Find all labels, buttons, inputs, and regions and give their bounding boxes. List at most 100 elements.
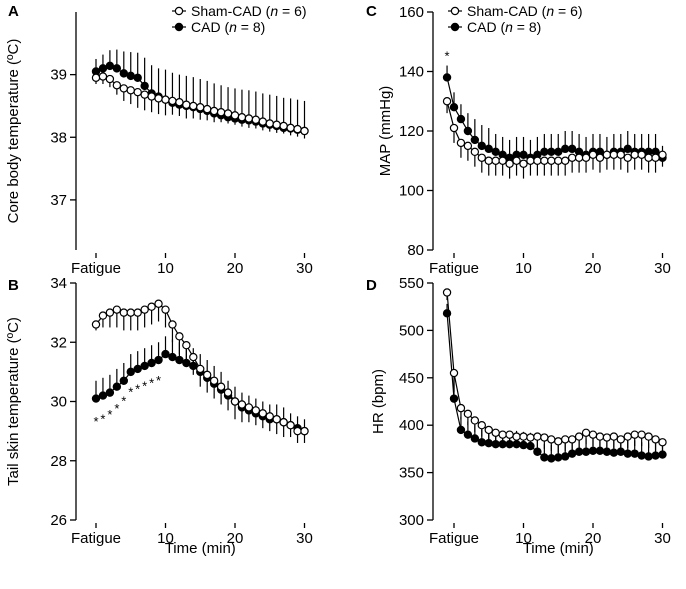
data-point [491, 428, 500, 437]
data-point [196, 102, 205, 112]
data-point [442, 288, 452, 297]
series-sham-cad [91, 299, 309, 443]
significance-asterisk: * [142, 379, 147, 394]
data-point [561, 452, 570, 461]
data-point [154, 299, 163, 308]
data-point [463, 141, 473, 151]
x-axis-title: Time (min) [523, 540, 594, 557]
data-point [91, 394, 101, 403]
data-point [533, 432, 542, 441]
data-point [554, 453, 563, 462]
data-point [175, 97, 184, 107]
significance-asterisk: * [149, 376, 154, 391]
data-point [547, 435, 556, 444]
data-point [456, 114, 466, 124]
data-point [272, 415, 281, 424]
data-point [251, 406, 261, 415]
data-point [147, 358, 156, 368]
data-point [547, 454, 556, 463]
data-point [644, 432, 653, 441]
data-point [133, 364, 142, 374]
data-point [519, 159, 528, 168]
data-point [609, 432, 619, 441]
data-point [133, 73, 142, 82]
data-point [588, 446, 598, 455]
panel-c-mean-arterial-pressure: C 80 100 120 140 160 Fatigue 10 20 30 MAP (mmHg) * S… [366, 3, 671, 277]
x-tick-label: Fatigue [429, 530, 479, 547]
data-point [630, 449, 639, 458]
data-point [637, 430, 646, 439]
data-point [216, 108, 226, 117]
data-point [168, 96, 177, 106]
data-point [609, 448, 619, 457]
data-point [119, 84, 129, 93]
data-point [105, 308, 115, 317]
panel-a-core-body-temperature: A 37 38 39 Fatigue 10 20 30 Core body temperatur… [5, 3, 313, 277]
x-tick-label: 20 [227, 530, 244, 547]
data-point [540, 156, 549, 165]
data-point [498, 430, 507, 439]
data-point [196, 364, 205, 374]
series-sham-cad [91, 72, 309, 139]
data-point [161, 305, 170, 314]
data-point [574, 447, 584, 456]
significance-asterisk: * [135, 382, 140, 397]
legend-label: Sham-CAD (n = 6) [191, 3, 307, 19]
data-point [293, 426, 302, 436]
data-point [449, 368, 459, 378]
data-point [161, 95, 170, 104]
legend: Sham-CAD (n = 6)CAD (n = 8) [448, 3, 583, 35]
y-tick-label: 26 [50, 512, 67, 529]
data-point [105, 61, 115, 71]
data-point [126, 367, 135, 377]
data-point [161, 349, 170, 359]
data-point [512, 156, 521, 165]
x-tick-label: Fatigue [71, 260, 121, 277]
data-point [554, 437, 563, 446]
legend-marker [450, 22, 460, 32]
y-tick-label: 140 [399, 64, 424, 81]
data-point [442, 97, 452, 106]
data-point [651, 153, 660, 162]
data-point [91, 73, 101, 82]
data-point [112, 305, 122, 314]
data-point [133, 308, 142, 317]
data-point [484, 156, 493, 165]
data-point [602, 150, 612, 159]
data-point [609, 150, 619, 159]
data-point [623, 449, 632, 458]
series-sham-cad [442, 288, 667, 453]
data-point [484, 144, 493, 154]
y-tick-label: 39 [50, 67, 67, 84]
data-point [526, 433, 535, 442]
data-point [182, 341, 191, 350]
data-point [623, 144, 632, 154]
y-tick-label: 37 [50, 192, 67, 209]
x-tick-label: 30 [654, 530, 671, 547]
data-point [279, 418, 288, 427]
data-point [168, 352, 177, 362]
data-point [470, 135, 480, 145]
data-point [477, 141, 486, 151]
data-point [140, 305, 149, 314]
data-point [540, 433, 549, 442]
y-tick-label: 450 [399, 370, 424, 387]
data-point [209, 376, 219, 385]
data-point [112, 382, 122, 391]
data-point [595, 446, 605, 455]
y-tick-label: 300 [399, 512, 424, 529]
data-point [561, 156, 570, 165]
y-tick-label: 500 [399, 322, 424, 339]
data-point [470, 416, 480, 425]
data-point [258, 409, 267, 418]
data-point [456, 138, 466, 148]
data-point [237, 400, 247, 409]
data-point [202, 370, 212, 380]
legend-label: CAD (n = 8) [191, 19, 265, 35]
data-point [463, 430, 473, 439]
data-point [588, 150, 598, 159]
data-point [91, 320, 101, 329]
y-tick-label: 350 [399, 465, 424, 482]
data-point [574, 432, 584, 441]
